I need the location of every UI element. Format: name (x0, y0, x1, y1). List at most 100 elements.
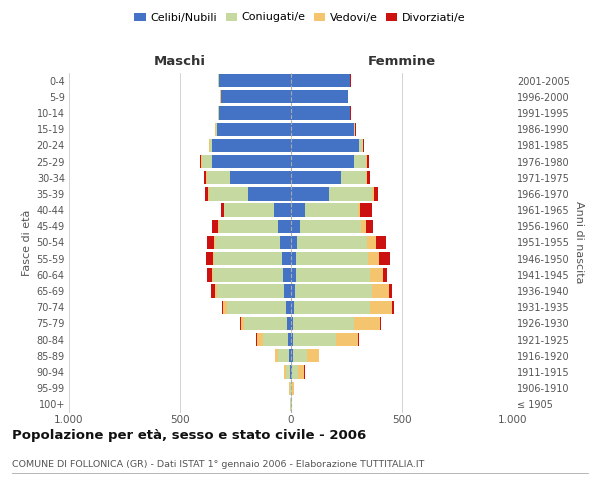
Bar (212, 268, 214, 281)
Bar (360, 204, 372, 217)
Bar (212, 155, 291, 168)
Bar (292, 382, 294, 395)
Bar (204, 171, 206, 184)
Bar (379, 252, 390, 266)
Bar (219, 74, 291, 87)
Bar (291, 317, 293, 330)
Bar (209, 188, 248, 200)
Bar (291, 284, 295, 298)
Bar (291, 204, 305, 217)
Y-axis label: Anni di nascita: Anni di nascita (574, 201, 584, 283)
Y-axis label: Fasce di età: Fasce di età (22, 210, 32, 276)
Bar (221, 300, 223, 314)
Bar (217, 122, 291, 136)
Bar (275, 349, 278, 362)
Bar (291, 300, 293, 314)
Bar (392, 300, 394, 314)
Bar (219, 106, 291, 120)
Bar (211, 284, 215, 298)
Bar (296, 252, 368, 266)
Bar (278, 349, 289, 362)
Bar (358, 204, 360, 217)
Bar (301, 220, 361, 233)
Bar (215, 236, 280, 249)
Bar (291, 236, 297, 249)
Bar (291, 155, 354, 168)
Bar (389, 284, 392, 298)
Bar (293, 317, 354, 330)
Bar (280, 236, 291, 249)
Legend: Celibi/Nubili, Coniugati/e, Vedovi/e, Divorziati/e: Celibi/Nubili, Coniugati/e, Vedovi/e, Di… (130, 8, 470, 27)
Bar (217, 284, 284, 298)
Bar (207, 236, 214, 249)
Bar (205, 188, 208, 200)
Bar (212, 220, 218, 233)
Bar (291, 268, 296, 281)
Text: COMUNE DI FOLLONICA (GR) - Dati ISTAT 1° gennaio 2006 - Elaborazione TUTTITALIA.: COMUNE DI FOLLONICA (GR) - Dati ISTAT 1°… (12, 460, 424, 469)
Bar (240, 317, 241, 330)
Bar (371, 284, 389, 298)
Bar (286, 366, 290, 378)
Bar (206, 171, 230, 184)
Bar (221, 90, 291, 104)
Bar (257, 333, 263, 346)
Bar (305, 204, 358, 217)
Bar (291, 74, 350, 87)
Bar (284, 284, 291, 298)
Bar (298, 366, 304, 378)
Bar (370, 300, 392, 314)
Bar (297, 236, 367, 249)
Bar (291, 333, 293, 346)
Bar (292, 366, 298, 378)
Bar (206, 252, 213, 266)
Bar (366, 220, 373, 233)
Bar (287, 317, 291, 330)
Bar (367, 155, 368, 168)
Bar (291, 252, 296, 266)
Bar (354, 317, 380, 330)
Bar (200, 155, 202, 168)
Bar (370, 268, 383, 281)
Text: Femmine: Femmine (368, 56, 436, 68)
Text: Maschi: Maschi (154, 56, 206, 68)
Bar (241, 317, 244, 330)
Bar (361, 220, 366, 233)
Bar (290, 366, 291, 378)
Bar (208, 188, 209, 200)
Bar (230, 171, 291, 184)
Bar (244, 317, 287, 330)
Bar (278, 220, 291, 233)
Bar (214, 236, 215, 249)
Text: Popolazione per età, sesso e stato civile - 2006: Popolazione per età, sesso e stato civil… (12, 430, 366, 442)
Bar (286, 300, 291, 314)
Bar (383, 268, 387, 281)
Bar (214, 252, 282, 266)
Bar (293, 333, 336, 346)
Bar (284, 366, 286, 378)
Bar (291, 366, 292, 378)
Bar (358, 333, 359, 346)
Bar (307, 349, 319, 362)
Bar (329, 188, 372, 200)
Bar (289, 333, 291, 346)
Bar (291, 349, 293, 362)
Bar (224, 204, 274, 217)
Bar (207, 268, 212, 281)
Bar (291, 122, 354, 136)
Bar (212, 138, 291, 152)
Bar (223, 300, 227, 314)
Bar (283, 268, 291, 281)
Bar (359, 138, 363, 152)
Bar (218, 220, 219, 233)
Bar (372, 188, 374, 200)
Bar (380, 317, 382, 330)
Bar (367, 171, 370, 184)
Bar (216, 122, 217, 136)
Bar (296, 268, 370, 281)
Bar (354, 122, 355, 136)
Bar (291, 220, 301, 233)
Bar (215, 284, 217, 298)
Bar (263, 333, 289, 346)
Bar (376, 236, 386, 249)
Bar (368, 252, 379, 266)
